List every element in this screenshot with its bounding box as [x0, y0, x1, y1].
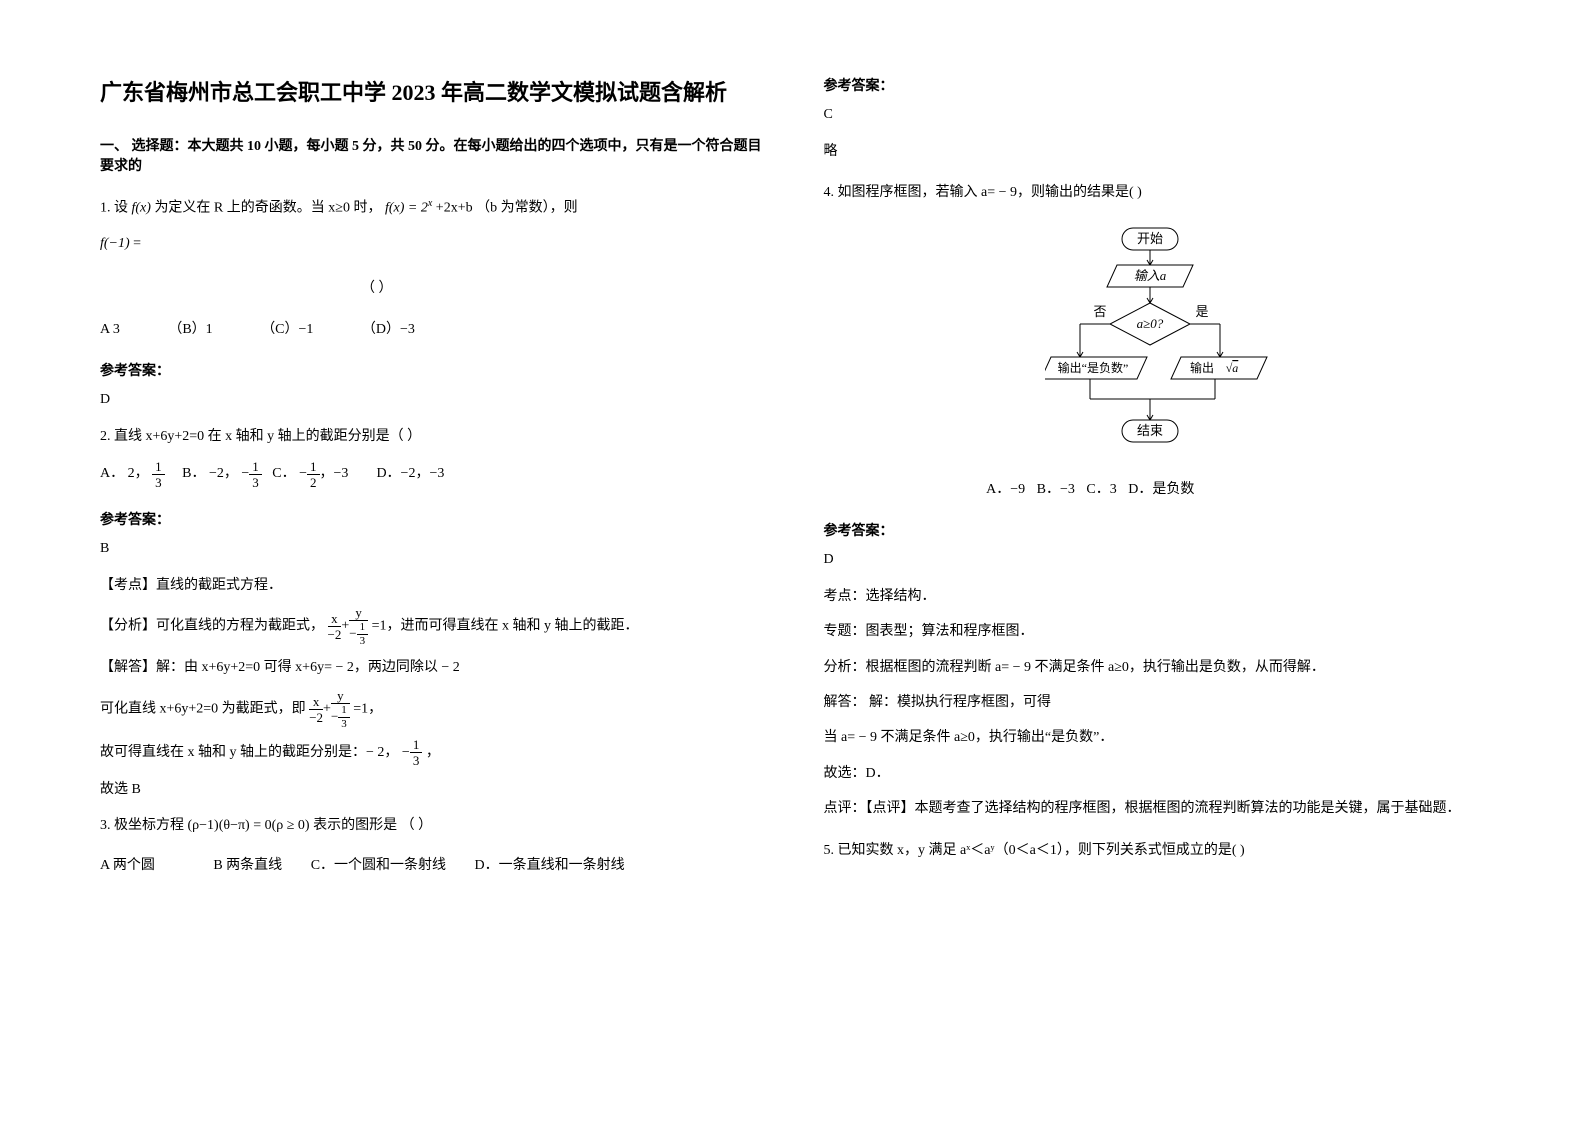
q1-fneg: f(−1)	[100, 236, 130, 251]
q2-optA-pre: A．	[100, 466, 124, 481]
q2-b-n1: −2，	[209, 466, 238, 481]
q4-optC: C．3	[1086, 482, 1116, 497]
q1-exp: x	[428, 198, 432, 209]
q2-jie2a: 可化直线 x+6y+2=0 为截距式，即	[100, 701, 306, 716]
q3-options: A 两个圆 B 两条直线 C．一个圆和一条射线 D．一条直线和一条射线	[100, 854, 774, 874]
q1-stem-a: 1. 设	[100, 201, 128, 216]
q2-a-n1: 2，	[128, 466, 149, 481]
q4-dp: 点评：【点评】本题考查了选择结构的程序框图，根据框图的流程判断算法的功能是关键，…	[824, 794, 1498, 823]
question-2: 2. 直线 x+6y+2=0 在 x 轴和 y 轴上的截距分别是（ ）	[100, 422, 774, 451]
q2-options: A． 2， 13 B． −2， −13 C． −12，−3 D．−2，−3	[100, 457, 774, 491]
q2-formula2: x−2+y−13	[309, 689, 350, 730]
q1-optA: A 3	[100, 322, 120, 337]
question-4: 4. 如图程序框图，若输入 a= − 9，则输出的结果是( )	[824, 178, 1498, 207]
q4-kd: 考点：选择结构．	[824, 582, 1498, 611]
q4-optA: A．−9	[986, 482, 1025, 497]
flow-yes: 是	[1196, 304, 1209, 319]
q2-answer-label: 参考答案：	[100, 509, 774, 529]
q4-jd2: 当 a= − 9 不满足条件 a≥0，执行输出“是负数”．	[824, 723, 1498, 752]
q4-answer: D	[824, 552, 1498, 568]
question-3: 3. 极坐标方程 (ρ−1)(θ−π) = 0(ρ ≥ 0) 表示的图形是 （ …	[100, 811, 774, 840]
q1-stem-c: +2x+b （b 为常数），则	[436, 201, 578, 216]
q4-optD: D．是负数	[1128, 482, 1194, 497]
q4-options: A．−9 B．−3 C．3 D．是负数	[684, 478, 1498, 498]
q3-stem-c: 表示的图形是 （ ）	[313, 818, 432, 833]
question-1: 1. 设 f(x) 为定义在 R 上的奇函数。当 x≥0 时， f(x) = 2…	[100, 193, 774, 223]
q3-answer: C	[824, 107, 1498, 123]
q4-jd3: 故选：D．	[824, 759, 1498, 788]
q4-optB: B．−3	[1037, 482, 1075, 497]
flow-no: 否	[1094, 304, 1107, 319]
q3-optA: A 两个圆	[100, 858, 155, 873]
q3-lue: 略	[824, 137, 1498, 166]
q2-fenxi1: 【分析】可化直线的方程为截距式，	[100, 619, 324, 634]
q2-jie4: 故选 B	[100, 775, 774, 804]
q4-answer-label: 参考答案：	[824, 520, 1498, 540]
q1-answer: D	[100, 392, 774, 408]
left-column: 广东省梅州市总工会职工中学 2023 年高二数学文模拟试题含解析 一、 选择题：…	[100, 75, 774, 1082]
flow-cond: a≥0?	[1137, 316, 1164, 331]
q2-optD: D．−2，−3	[376, 466, 444, 481]
q2-optC-pre: C．	[272, 466, 295, 481]
flowchart-diagram: 开始 输入a a≥0? 否 是 输出“是负数” 输出 √a 结束	[1045, 224, 1275, 464]
flow-end: 结束	[1137, 423, 1163, 438]
section-heading: 一、 选择题：本大题共 10 小题，每小题 5 分，共 50 分。在每小题给出的…	[100, 135, 774, 175]
q2-jie3b: ，	[426, 745, 440, 760]
q2-jie2b: =1，	[353, 701, 382, 716]
q3-stem-b: (ρ−1)(θ−π) = 0(ρ ≥ 0)	[188, 818, 310, 833]
q3-stem-a: 3. 极坐标方程	[100, 818, 184, 833]
q2-optB-pre: B．	[182, 466, 205, 481]
q2-c-neg: −	[299, 466, 307, 481]
q2-b-neg: −	[241, 466, 249, 481]
q1-optD: （D）−3	[362, 322, 415, 337]
q3-optB: B 两条直线	[213, 858, 282, 873]
q2-a-frac: 13	[152, 460, 165, 489]
q2-jie3a: 故可得直线在 x 轴和 y 轴上的截距分别是：− 2，	[100, 745, 398, 760]
q2-formula1: x−2+y−13	[328, 606, 369, 647]
q1-stem-b: 为定义在 R 上的奇函数。当 x≥0 时，	[154, 201, 381, 216]
q2-jie1: 【解答】解：由 x+6y+2=0 可得 x+6y= − 2，两边同除以 − 2	[100, 653, 774, 682]
q2-fenxi: 【分析】可化直线的方程为截距式， x−2+y−13 =1，进而可得直线在 x 轴…	[100, 606, 774, 647]
q1-fn1: f(x)	[132, 201, 151, 216]
q3-optC: C．一个圆和一条射线	[311, 858, 446, 873]
q2-answer: B	[100, 541, 774, 557]
q1-options: A 3 （B）1 （C）−1 （D）−3	[100, 318, 774, 338]
q4-jd1: 解答： 解：模拟执行程序框图，可得	[824, 688, 1498, 717]
q2-c-frac: 12	[307, 460, 320, 489]
q2-fenxi2: =1，进而可得直线在 x 轴和 y 轴上的截距．	[372, 619, 639, 634]
q1-fn2: f(x) = 2	[385, 201, 428, 216]
q1-optB: （B）1	[168, 322, 212, 337]
flow-outL: 输出“是负数”	[1058, 360, 1129, 375]
q1-answer-label: 参考答案：	[100, 360, 774, 380]
q3-optD: D．一条直线和一条射线	[475, 858, 625, 873]
question-5: 5. 已知实数 x，y 满足 aˣ＜aʸ（0＜a＜1），则下列关系式恒成立的是(…	[824, 836, 1498, 865]
q2-jie3-frac: 13	[410, 738, 423, 767]
q2-jie2: 可化直线 x+6y+2=0 为截距式，即 x−2+y−13 =1，	[100, 689, 774, 730]
right-column: 参考答案： C 略 4. 如图程序框图，若输入 a= − 9，则输出的结果是( …	[824, 75, 1498, 1082]
flow-start: 开始	[1137, 231, 1163, 246]
q1-line2: f(−1) =	[100, 229, 774, 258]
q1-paren: （ ）	[0, 274, 774, 303]
flow-input: 输入a	[1134, 268, 1167, 283]
q1-eq: =	[133, 236, 141, 251]
q4-fx: 分析：根据框图的流程判断 a= − 9 不满足条件 a≥0，执行输出是负数，从而…	[824, 653, 1498, 682]
q2-c-n2: ，−3	[320, 466, 349, 481]
q2-jie3: 故可得直线在 x 轴和 y 轴上的截距分别是：− 2， −13 ，	[100, 736, 774, 770]
q3-answer-label: 参考答案：	[824, 75, 1498, 95]
flow-outR-a: 输出	[1190, 360, 1214, 375]
page-title: 广东省梅州市总工会职工中学 2023 年高二数学文模拟试题含解析	[100, 75, 774, 107]
flow-outR-sqrt: √a	[1226, 361, 1239, 375]
q2-kaodian: 【考点】直线的截距式方程．	[100, 571, 774, 600]
q2-b-frac: 13	[249, 460, 262, 489]
q1-optC: （C）−1	[261, 322, 313, 337]
q4-zt: 专题：图表型；算法和程序框图．	[824, 617, 1498, 646]
